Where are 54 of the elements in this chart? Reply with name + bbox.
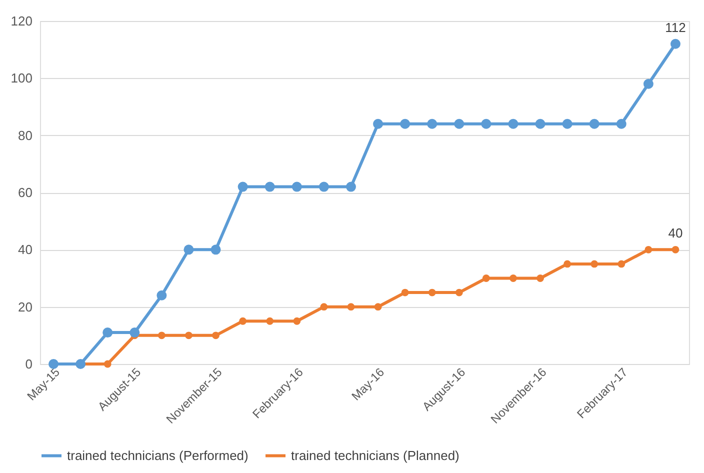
point: [454, 118, 464, 129]
point: [564, 260, 572, 268]
point: [455, 288, 463, 296]
point: [373, 118, 384, 129]
point: [400, 118, 410, 129]
point: [130, 328, 140, 338]
y-tick-label: 120: [10, 14, 32, 28]
y-tick-label: 40: [18, 242, 32, 258]
point: [672, 246, 680, 254]
point: [670, 38, 680, 49]
data-label: 112: [665, 20, 686, 35]
point: [589, 118, 600, 129]
y-tick-label: 0: [25, 356, 32, 372]
point: [590, 260, 598, 268]
y-tick-label: 80: [18, 128, 32, 143]
point: [374, 303, 382, 311]
point: [212, 332, 220, 340]
point: [482, 274, 490, 282]
point: [158, 332, 166, 340]
point: [266, 317, 274, 325]
point: [535, 118, 546, 129]
point: [644, 246, 652, 254]
y-tick-label: 100: [10, 70, 32, 86]
point: [185, 332, 192, 340]
point: [293, 317, 301, 325]
data-label: 40: [668, 226, 683, 241]
point: [346, 182, 356, 192]
point: [616, 118, 626, 129]
legend-label: trained technicians (Performed): [67, 448, 248, 463]
point: [238, 182, 248, 192]
point: [401, 288, 409, 296]
point: [264, 182, 275, 192]
point: [184, 244, 194, 255]
point: [427, 118, 438, 129]
point: [320, 303, 328, 311]
point: [536, 274, 544, 282]
point: [102, 328, 113, 338]
point: [318, 182, 329, 192]
y-tick-label: 60: [18, 185, 32, 200]
point: [510, 274, 517, 282]
legend-label: trained technicians (Planned): [291, 448, 460, 463]
point: [292, 182, 302, 192]
point: [481, 118, 492, 129]
point: [104, 360, 112, 368]
point: [156, 290, 167, 300]
point: [618, 260, 626, 268]
point: [508, 118, 518, 129]
point: [428, 288, 436, 296]
point: [239, 317, 247, 325]
point: [347, 303, 355, 311]
y-tick-label: 20: [18, 299, 32, 314]
point: [210, 244, 221, 255]
point: [643, 78, 654, 89]
point: [562, 118, 572, 129]
